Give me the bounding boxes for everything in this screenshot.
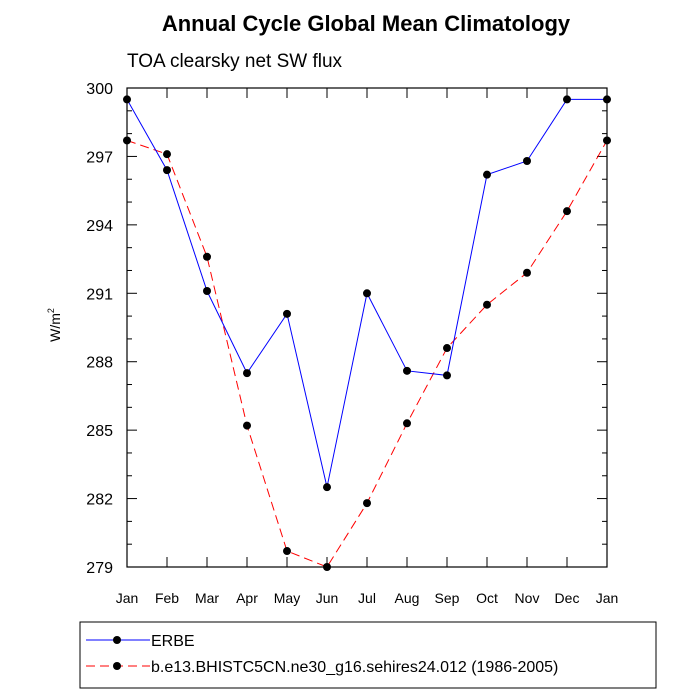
y-tick-label: 288	[86, 355, 113, 372]
y-axis-label: W/m2	[46, 308, 63, 342]
x-tick-label: May	[274, 590, 300, 606]
data-point	[523, 156, 531, 165]
x-tick-labels: Jan Feb Mar Apr May Jun Jul Aug Sep Oct Nov Dec Jan	[116, 590, 619, 606]
data-point	[363, 499, 371, 508]
series-erbe	[123, 95, 611, 492]
data-point	[243, 421, 251, 430]
legend-item: b.e13.BHISTC5CN.ne30_g16.sehires24.012 (…	[86, 659, 558, 676]
legend-item: ERBE	[86, 633, 195, 650]
y-tick-label: 279	[86, 560, 113, 577]
series-model	[123, 136, 611, 571]
x-tick-label: Jul	[358, 590, 376, 606]
data-point	[483, 170, 491, 179]
x-tick-label: Sep	[435, 590, 460, 606]
data-point	[363, 289, 371, 298]
y-tick-label: 300	[86, 81, 113, 98]
x-tick-label: Dec	[555, 590, 580, 606]
legend: ERBE b.e13.BHISTC5CN.ne30_g16.sehires24.0…	[79, 621, 657, 689]
x-tick-label: Apr	[236, 590, 258, 606]
y-tick-label: 282	[86, 492, 113, 509]
legend-label: b.e13.BHISTC5CN.ne30_g16.sehires24.012 (…	[151, 659, 558, 676]
y-tick-label: 297	[86, 149, 113, 166]
x-tick-label: Oct	[476, 590, 498, 606]
data-point	[163, 150, 171, 159]
axis-ticks	[126, 87, 608, 568]
data-point	[203, 287, 211, 296]
x-tick-label: Mar	[195, 590, 219, 606]
data-point	[283, 547, 291, 556]
x-tick-label: Nov	[515, 590, 540, 606]
data-point	[563, 207, 571, 216]
data-point	[283, 309, 291, 318]
y-axis-label-superscript: 2	[46, 308, 56, 313]
data-point	[483, 300, 491, 309]
plot-frame	[126, 87, 608, 568]
y-tick-label: 291	[86, 286, 113, 303]
legend-marker	[113, 636, 121, 644]
legend-label: ERBE	[151, 633, 195, 650]
y-axis-label-text: W/m	[47, 313, 63, 342]
data-point	[523, 268, 531, 277]
x-tick-label: Jan	[116, 590, 139, 606]
chart-subtitle: TOA clearsky net SW flux	[127, 51, 343, 72]
chart-title: Annual Cycle Global Mean Climatology	[162, 11, 571, 36]
svg-text:W/m2: W/m2	[46, 308, 63, 342]
data-point	[443, 344, 451, 353]
legend-marker	[113, 662, 121, 670]
data-point	[443, 371, 451, 380]
x-tick-label: Feb	[155, 590, 179, 606]
y-tick-label: 285	[86, 423, 113, 440]
x-tick-label: Jan	[596, 590, 619, 606]
data-point	[243, 369, 251, 378]
data-point	[403, 419, 411, 428]
data-point	[403, 366, 411, 375]
data-point	[323, 483, 331, 492]
x-tick-label: Jun	[316, 590, 339, 606]
y-tick-labels: 300 297 294 291 288 285 282 279	[86, 81, 113, 577]
legend-box	[79, 621, 657, 689]
x-tick-label: Aug	[395, 590, 420, 606]
series-layer	[123, 95, 611, 571]
y-tick-label: 294	[86, 218, 113, 235]
data-point	[163, 166, 171, 175]
data-point	[563, 95, 571, 104]
data-point	[203, 252, 211, 261]
